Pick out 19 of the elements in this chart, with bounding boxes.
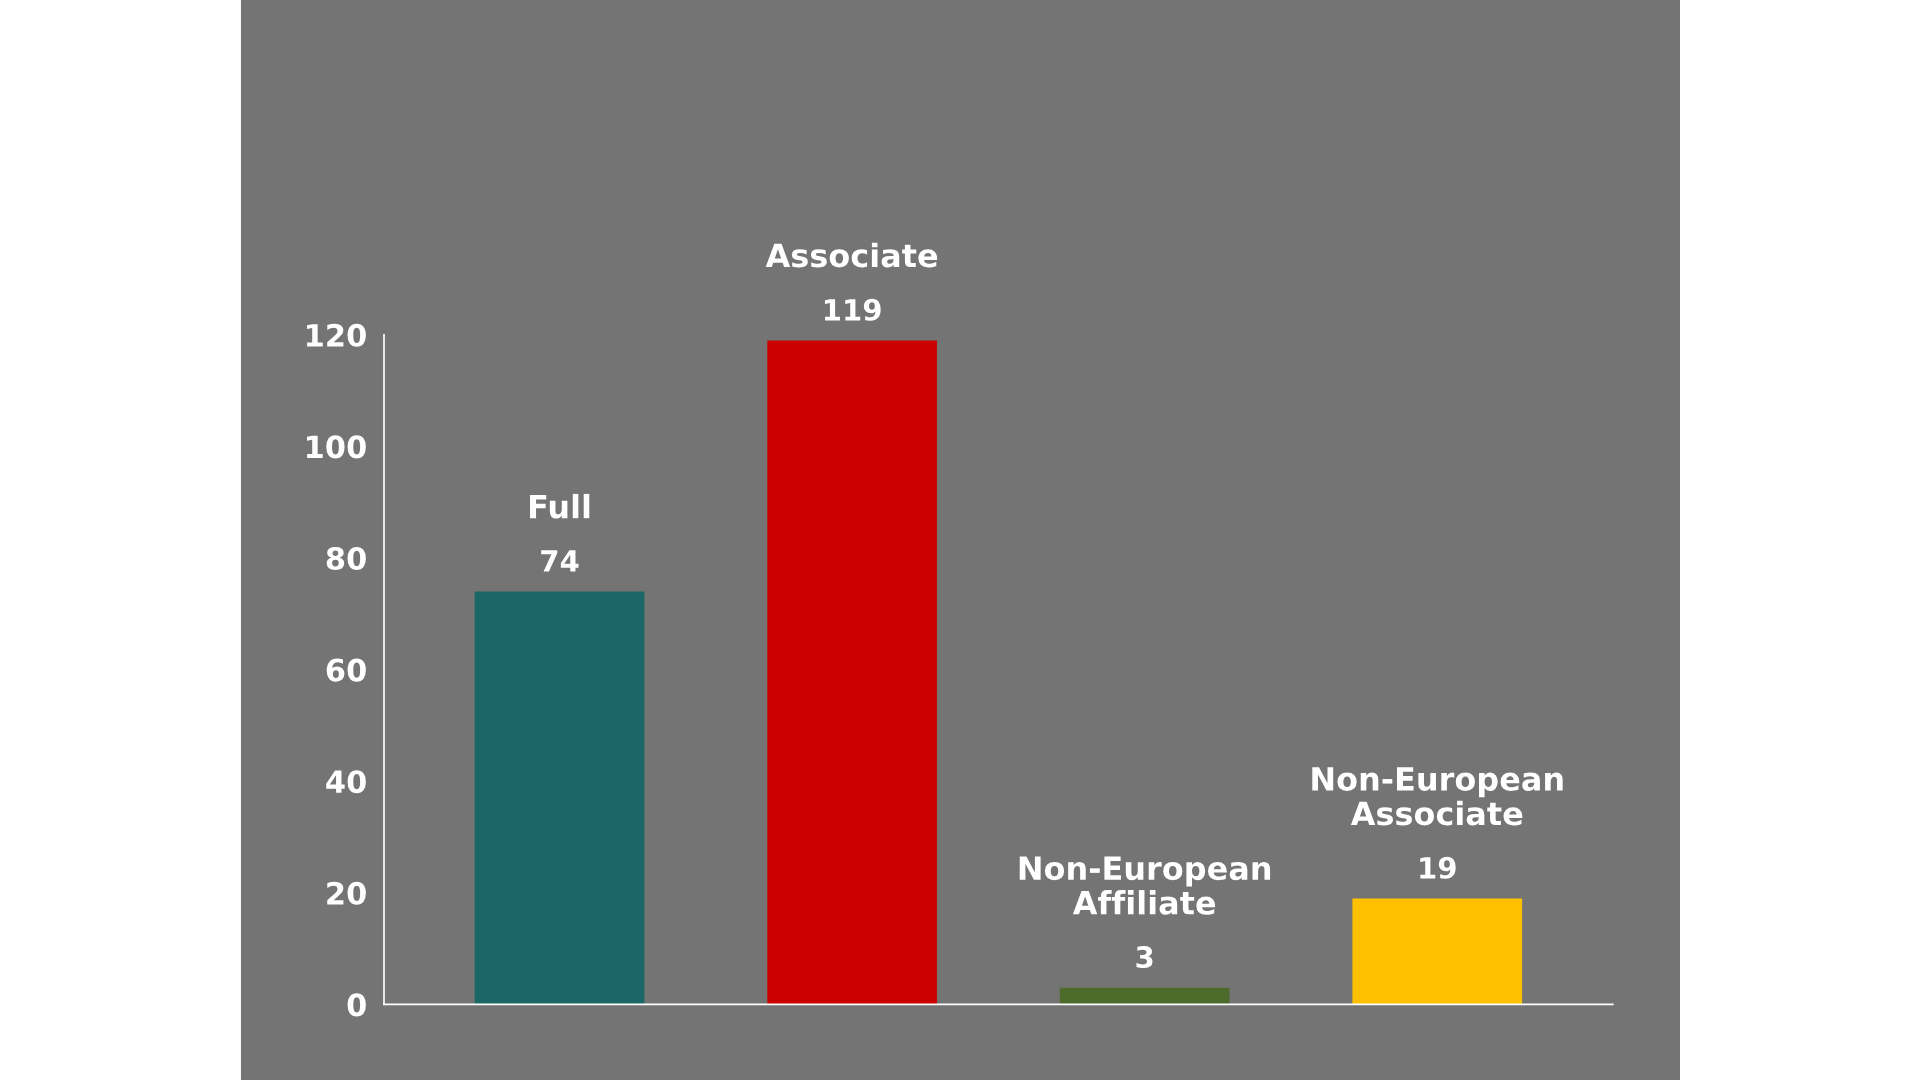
y-tick-label: 60 <box>326 658 366 682</box>
bar <box>474 591 645 1005</box>
y-tick-label: 20 <box>327 881 366 905</box>
x-tick-label: Full <box>530 493 590 519</box>
x-tick-label: Associate <box>765 242 938 268</box>
data-label: 19 <box>1420 856 1456 879</box>
y-tick-label: 80 <box>326 546 366 571</box>
x-tick-label: Non-European Affiliate <box>1019 856 1271 915</box>
y-tick-label: 40 <box>326 770 366 794</box>
data-label: 119 <box>824 298 881 321</box>
y-tick-label: 0 <box>347 993 366 1017</box>
y-tick-label: 100 <box>307 435 366 459</box>
data-label: 3 <box>1136 946 1153 969</box>
y-tick-label: 120 <box>307 323 366 347</box>
data-label: 74 <box>541 550 579 572</box>
bar <box>1352 898 1523 1005</box>
x-tick-label: Non-European Associate <box>1312 767 1563 826</box>
bar <box>767 340 937 1005</box>
bar <box>1059 987 1230 1005</box>
